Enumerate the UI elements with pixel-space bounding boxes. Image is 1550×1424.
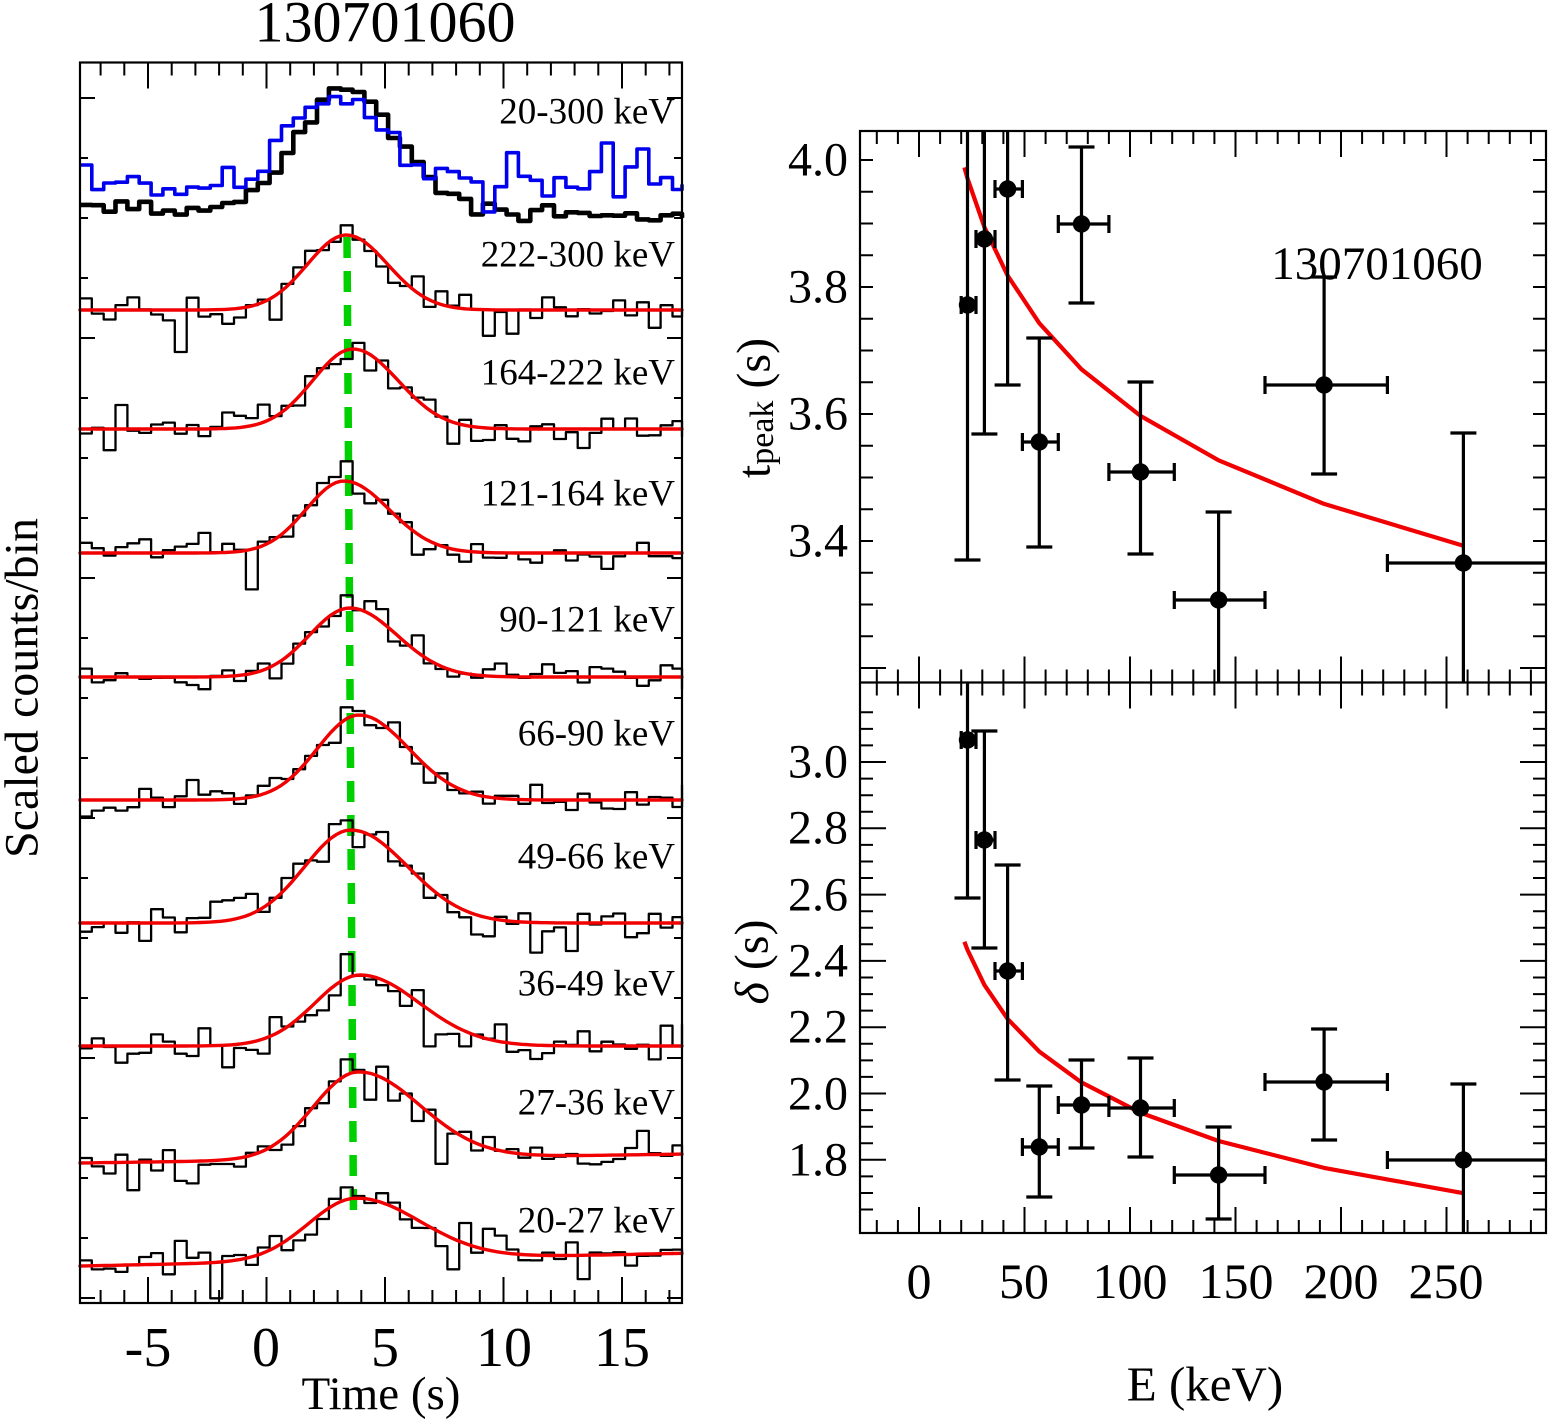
svg-text:150: 150: [1199, 1253, 1274, 1309]
svg-text:130701060: 130701060: [1271, 238, 1483, 290]
svg-text:2.8: 2.8: [788, 802, 848, 855]
svg-text:Scaled counts/bin: Scaled counts/bin: [0, 518, 49, 858]
svg-text:1.8: 1.8: [788, 1134, 848, 1187]
svg-text:222-300 keV: 222-300 keV: [481, 235, 675, 276]
svg-text:4.0: 4.0: [788, 134, 848, 187]
svg-text:3.6: 3.6: [788, 388, 848, 441]
svg-text:90-121 keV: 90-121 keV: [499, 600, 675, 641]
svg-text:-5: -5: [125, 1317, 172, 1379]
svg-text:10: 10: [476, 1317, 532, 1379]
svg-text:0: 0: [907, 1253, 932, 1309]
svg-text:130701060: 130701060: [255, 0, 516, 55]
svg-text:66-90 keV: 66-90 keV: [518, 714, 675, 755]
svg-text:Time (s): Time (s): [302, 1368, 461, 1419]
svg-text:2.6: 2.6: [788, 869, 848, 922]
svg-text:3.4: 3.4: [788, 515, 848, 568]
svg-text:20-300 keV: 20-300 keV: [499, 92, 675, 133]
svg-text:250: 250: [1409, 1253, 1484, 1309]
svg-text:121-164 keV: 121-164 keV: [481, 474, 675, 515]
svg-text:δ (s): δ (s): [726, 920, 779, 1005]
svg-text:3.0: 3.0: [788, 736, 848, 789]
svg-text:164-222 keV: 164-222 keV: [481, 353, 675, 394]
svg-text:49-66 keV: 49-66 keV: [518, 837, 675, 878]
svg-text:2.2: 2.2: [788, 1001, 848, 1054]
svg-text:100: 100: [1093, 1253, 1168, 1309]
svg-text:36-49 keV: 36-49 keV: [518, 964, 675, 1005]
svg-text:0: 0: [252, 1317, 280, 1379]
svg-text:E (keV): E (keV): [1127, 1357, 1283, 1412]
svg-text:27-36 keV: 27-36 keV: [518, 1083, 675, 1124]
svg-text:15: 15: [594, 1317, 650, 1379]
svg-text:3.8: 3.8: [788, 261, 848, 314]
svg-text:20-27 keV: 20-27 keV: [518, 1201, 675, 1242]
svg-text:5: 5: [371, 1317, 399, 1379]
svg-text:2.4: 2.4: [788, 935, 848, 988]
svg-text:200: 200: [1304, 1253, 1379, 1309]
svg-text:50: 50: [999, 1253, 1049, 1309]
svg-text:2.0: 2.0: [788, 1068, 848, 1121]
